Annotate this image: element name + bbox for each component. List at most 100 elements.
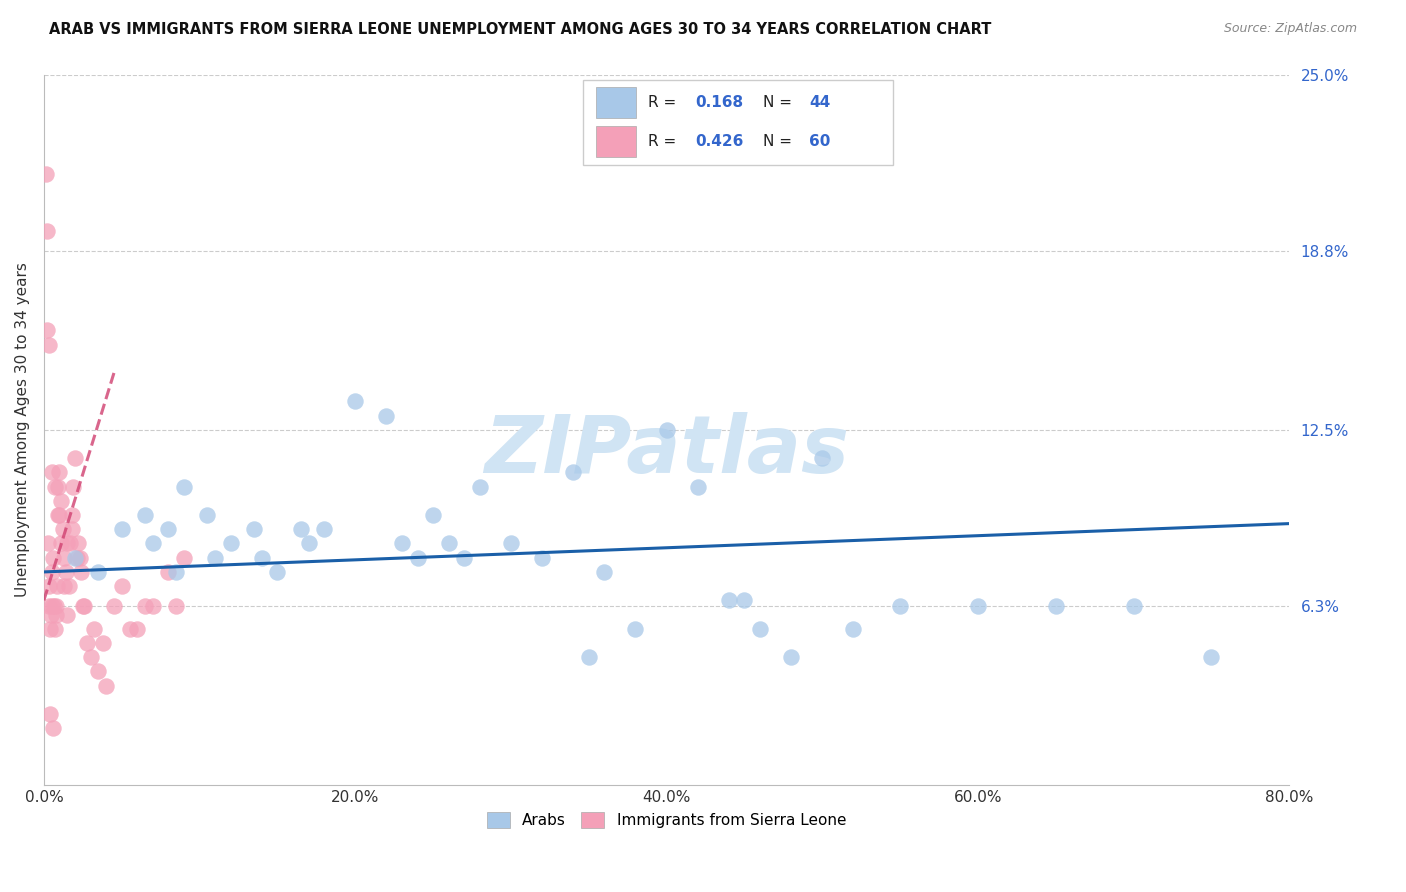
Point [56,607,79,622]
Text: 44: 44 [810,95,831,110]
Point [63,550,86,565]
Point [45,599,67,613]
Text: ARAB VS IMMIGRANTS FROM SIERRA LEONE UNEMPLOYMENT AMONG AGES 30 TO 34 YEARS CORR: ARAB VS IMMIGRANTS FROM SIERRA LEONE UNE… [49,22,991,37]
Point [297,536,319,550]
Point [91,636,114,650]
Text: N =: N = [763,134,797,149]
Point [48,466,70,480]
Point [41,466,63,480]
Point [103,599,125,613]
Point [142,599,165,613]
Point [195,508,218,522]
Point [127,622,149,636]
Point [780,650,803,665]
Point [406,550,429,565]
Point [624,622,647,636]
Point [44,622,66,636]
Point [165,599,187,613]
Point [717,593,740,607]
Point [35,224,58,238]
Point [79,650,101,665]
Point [53,550,76,565]
Point [967,599,990,613]
Point [96,679,118,693]
Point [56,536,79,550]
FancyBboxPatch shape [596,87,636,118]
Point [686,480,709,494]
Point [173,550,195,565]
Point [111,579,134,593]
Text: R =: R = [648,134,682,149]
Point [134,508,156,522]
Point [39,622,62,636]
Point [118,622,141,636]
Point [391,536,413,550]
Point [52,522,75,536]
Point [59,536,82,550]
Point [889,599,911,613]
Point [375,409,398,423]
Point [41,599,63,613]
Text: 0.426: 0.426 [695,134,744,149]
Point [437,536,460,550]
Point [45,607,67,622]
Point [290,522,312,536]
Point [578,650,600,665]
Point [42,599,65,613]
Point [157,522,180,536]
Point [37,536,59,550]
Point [62,480,84,494]
Point [733,593,755,607]
FancyBboxPatch shape [596,126,636,157]
Point [422,508,444,522]
Point [63,451,86,466]
Point [49,536,72,550]
Point [38,337,60,351]
Point [250,550,273,565]
Point [1122,599,1144,613]
Point [165,565,187,579]
Point [72,599,94,613]
Point [157,565,180,579]
Point [70,565,93,579]
Point [1201,650,1223,665]
Point [134,599,156,613]
Point [58,579,80,593]
Text: ZIPatlas: ZIPatlas [484,412,849,490]
Point [842,622,865,636]
Point [39,706,62,721]
Point [499,536,522,550]
Point [562,466,585,480]
Point [73,599,96,613]
Point [87,565,110,579]
Point [60,508,83,522]
Point [46,480,69,494]
Point [531,550,554,565]
Point [1045,599,1067,613]
Point [243,522,266,536]
Point [65,550,87,565]
Point [453,550,475,565]
Point [41,565,63,579]
Point [749,622,772,636]
Point [87,665,110,679]
Point [46,579,69,593]
Point [219,536,242,550]
Point [38,579,60,593]
Point [593,565,616,579]
Point [49,494,72,508]
Legend: Arabs, Immigrants from Sierra Leone: Arabs, Immigrants from Sierra Leone [481,806,852,834]
Point [39,607,62,622]
FancyBboxPatch shape [583,80,893,165]
Point [53,579,76,593]
Point [204,550,226,565]
Point [67,536,90,550]
Point [655,423,678,437]
Text: 0.168: 0.168 [695,95,742,110]
Point [44,480,66,494]
Point [266,565,288,579]
Point [46,508,69,522]
Point [111,522,134,536]
Point [69,550,91,565]
Text: Source: ZipAtlas.com: Source: ZipAtlas.com [1223,22,1357,36]
